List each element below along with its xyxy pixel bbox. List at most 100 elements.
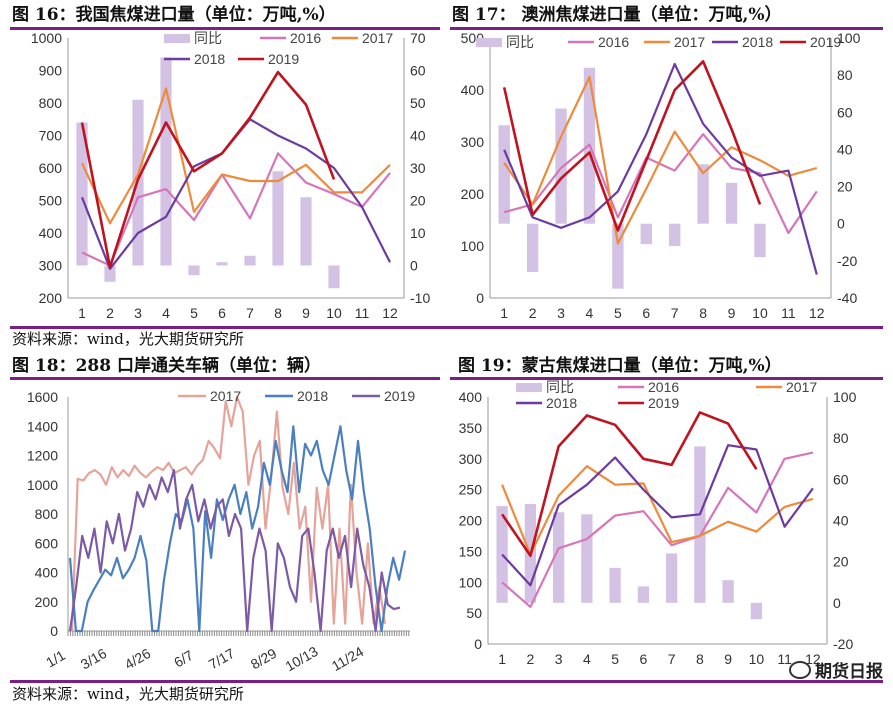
x-tick-label: 9 [302, 305, 310, 321]
y-left-tick-label: 400 [459, 389, 483, 405]
y-tick-label: 200 [35, 594, 59, 610]
y-right-tick-label: 0 [410, 258, 418, 274]
legend-label-2018: 2018 [194, 51, 225, 67]
y-right-tick-label: 20 [837, 179, 853, 195]
watermark-text: 期货日报 [815, 662, 883, 682]
chart16: 200 300 400 500 600 700 800 900 1000 -10 0 10 20 30 40… [31, 30, 431, 321]
bar-yoy [669, 223, 681, 246]
y-right-tick-label: 0 [837, 216, 845, 232]
y-right-tick-label: -20 [833, 636, 853, 652]
legend-label-2017: 2017 [210, 388, 241, 404]
y-right-tick-label: 60 [833, 471, 849, 487]
series-line-2019 [80, 70, 336, 269]
x-tick-label: 9 [724, 651, 732, 667]
y-tick-label: 600 [35, 535, 59, 551]
series-line-2018 [68, 425, 407, 633]
x-tick-label: 2 [529, 305, 537, 321]
series-line-2019 [501, 411, 758, 557]
top-rule-left [10, 27, 440, 30]
x-tick-label: 10 [749, 651, 765, 667]
mid-rule-left [10, 377, 440, 380]
series-line-2017 [81, 87, 391, 225]
x-tick-label: 3 [134, 305, 142, 321]
x-tick-label: 11 [777, 651, 792, 667]
y-left-tick-label: 300 [459, 451, 483, 467]
y-left-tick-label: 500 [39, 193, 63, 209]
y-right-tick-label: 70 [410, 30, 426, 46]
y-tick-label: 1000 [27, 477, 58, 493]
y-left-tick-label: 150 [459, 543, 483, 559]
series-line-2018 [503, 62, 818, 275]
y-right-tick-label: 20 [410, 193, 426, 209]
series-line-2016 [501, 451, 814, 608]
y-right-tick-label: -10 [410, 290, 430, 306]
y-left-tick-label: 1000 [31, 30, 62, 46]
x-tick-label: 1/1 [43, 647, 68, 671]
x-tick-label: 1 [78, 305, 86, 321]
x-tick-label: 12 [809, 305, 825, 321]
chart18-title: 图 18：288 口岸通关车辆（单位：辆） [12, 356, 321, 376]
x-tick-label: 1 [500, 305, 508, 321]
x-tick-label: 5 [614, 305, 622, 321]
legend-label-2017: 2017 [362, 30, 393, 46]
x-tick-label: 6 [642, 305, 650, 321]
series-line-2018 [501, 444, 814, 587]
x-tick-label: 11/24 [329, 643, 367, 674]
watermark: 期货日报 [789, 657, 883, 682]
wechat-icon [789, 661, 811, 679]
bar-yoy [750, 602, 763, 620]
legend-swatch-yoy [476, 38, 502, 47]
y-tick-label: 0 [50, 623, 58, 639]
y-left-tick-label: 800 [39, 95, 63, 111]
y-left-tick-label: 400 [39, 225, 63, 241]
y-right-tick-label: 40 [837, 141, 853, 157]
x-tick-label: 11 [781, 305, 796, 321]
bar-yoy [694, 446, 706, 603]
bar-yoy [754, 223, 766, 258]
y-right-tick-label: 100 [833, 389, 857, 405]
series-line-2016 [503, 133, 818, 235]
y-left-tick-label: 0 [474, 636, 482, 652]
y-tick-label: 1200 [27, 448, 58, 464]
y-right-tick-label: 60 [410, 63, 426, 79]
chart18: 0 200 400 600 800 1000 1200 1400 1600 1/1 3/16 4/26… [27, 388, 416, 674]
x-tick-label: 3 [555, 651, 563, 667]
x-tick-label: 10 [326, 305, 342, 321]
y-left-tick-label: 100 [461, 238, 485, 254]
legend-label-2018: 2018 [546, 395, 577, 411]
bar-yoy [244, 255, 256, 266]
bar-yoy [581, 514, 593, 603]
legend-label-同比: 同比 [546, 379, 574, 395]
bar-yoy [328, 265, 340, 289]
legend-label-2016: 2016 [290, 30, 321, 46]
x-tick-label: 8/29 [248, 645, 280, 673]
x-tick-label: 7/17 [206, 645, 238, 673]
y-left-tick-label: 200 [461, 186, 485, 202]
y-right-tick-label: 100 [837, 30, 861, 46]
x-tick-label: 1 [498, 651, 506, 667]
x-tick-label: 4 [586, 305, 594, 321]
top-rule-right [450, 27, 883, 30]
series-line-2019 [502, 60, 762, 232]
x-tick-label: 5 [190, 305, 198, 321]
y-right-tick-label: 40 [833, 513, 849, 529]
x-tick-label: 8 [696, 651, 704, 667]
x-tick-label: 10/13 [282, 643, 321, 674]
y-left-tick-label: 900 [39, 63, 63, 79]
x-tick-label: 9 [728, 305, 736, 321]
chart19: 0 50 100 150 200 250 300 350 400 -20 0 20 40 60 80 100 1… [459, 379, 857, 667]
bar-yoy [496, 506, 508, 603]
legend-label-2016: 2016 [598, 34, 629, 50]
bar-yoy [498, 125, 510, 224]
bar-yoy [104, 265, 116, 282]
x-tick-label: 2 [106, 305, 114, 321]
y-right-tick-label: 80 [833, 430, 849, 446]
source-rule-top [10, 326, 883, 329]
series-line-2019 [68, 468, 401, 633]
bar-yoy [722, 580, 734, 603]
y-left-tick-label: 0 [476, 290, 484, 306]
series-line-2016 [81, 152, 391, 267]
legend-label-2019: 2019 [384, 388, 415, 404]
legend-label-2019: 2019 [268, 51, 299, 67]
